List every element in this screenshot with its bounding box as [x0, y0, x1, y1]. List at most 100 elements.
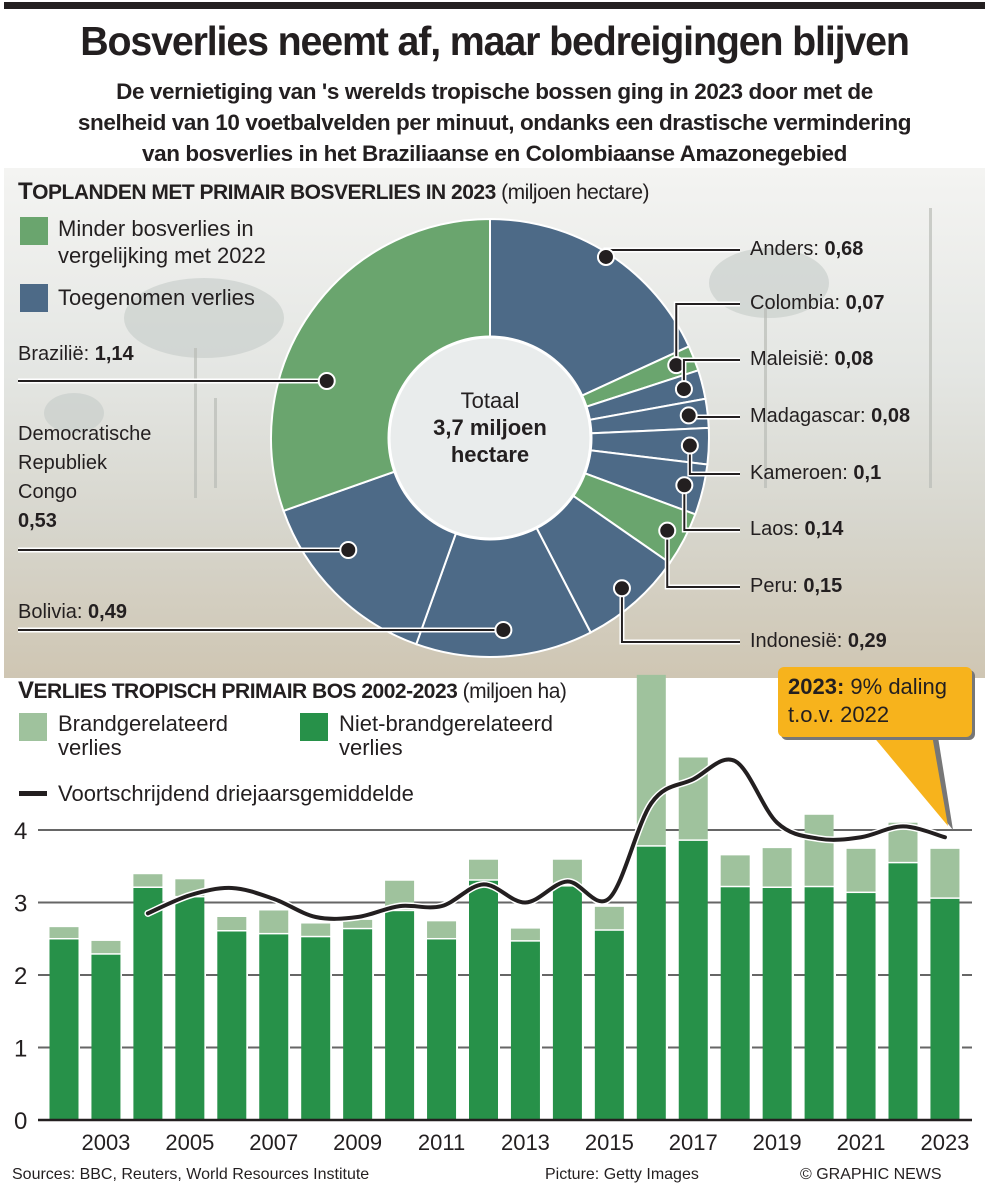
center-line-2: 3,7 miljoen [433, 415, 547, 440]
bar-nonfire-2018 [720, 887, 750, 1120]
legend-line: verlies [339, 735, 403, 760]
leader-dot [675, 476, 694, 495]
bar-nonfire-2004 [133, 888, 163, 1120]
y-tick-label: 3 [14, 891, 27, 918]
leader-dot [658, 521, 677, 540]
center-line-3: hectare [450, 442, 530, 467]
bar-nonfire-2015 [594, 930, 624, 1120]
legend-swatch-decrease [20, 217, 48, 245]
leader-line [666, 530, 740, 588]
footer-picture: Picture: Getty Images [545, 1166, 699, 1183]
pie-label-name: Brazilië: [18, 343, 95, 365]
bar-nonfire-2019 [762, 888, 792, 1120]
pie-label: Madagascar: 0,08 [750, 405, 910, 428]
legend-swatch-fire [19, 713, 47, 741]
leader-dot [317, 372, 336, 390]
pie-label-value: 1,14 [94, 343, 134, 365]
title-cap: V [18, 677, 34, 704]
x-tick-label: 2021 [837, 1130, 886, 1155]
footer-sources: Sources: BBC, Reuters, World Resources I… [12, 1166, 370, 1183]
leader-dot [339, 541, 358, 559]
bar-nonfire-2003 [91, 954, 121, 1120]
pie-slice-8 [414, 435, 592, 658]
pie-label-value: 0,68 [824, 238, 864, 260]
leader-dot [680, 436, 699, 455]
leader-dot [494, 621, 513, 639]
bar-fire-2006 [217, 917, 247, 930]
pie-label: Laos: 0,14 [750, 518, 843, 541]
x-tick-label: 2013 [501, 1130, 550, 1155]
pie-label-name: Laos: [750, 518, 805, 540]
bar-fire-2008 [301, 923, 331, 936]
bar-fire-2003 [91, 940, 121, 954]
bar-fire-2023 [930, 848, 960, 898]
legend-increase: Toegenomen verlies [58, 285, 255, 310]
y-tick-label: 2 [14, 963, 27, 990]
legend-swatch-increase [20, 284, 48, 312]
pie-label-name: Anders: [750, 238, 825, 260]
x-tick-label: 2023 [920, 1130, 969, 1155]
pie-label: Kameroen: 0,1 [750, 462, 881, 485]
pie-label-name: Indonesië: [750, 630, 848, 652]
x-tick-label: 2011 [418, 1130, 465, 1155]
bar-nonfire-2008 [301, 937, 331, 1120]
leader-line [688, 445, 740, 475]
bar-nonfire-2012 [469, 880, 498, 1120]
bar-nonfire-2023 [930, 898, 960, 1120]
callout-text: 9% daling [850, 674, 948, 699]
legend-line: Minder bosverlies in [58, 216, 254, 241]
y-tick-label: 1 [14, 1036, 27, 1063]
x-tick-label: 2017 [669, 1130, 718, 1155]
bar-nonfire-2002 [49, 939, 79, 1120]
bar-nonfire-2022 [888, 863, 918, 1120]
title-cap: T [18, 178, 33, 205]
bar-nonfire-2020 [804, 887, 834, 1120]
pie-label: Colombia: 0,07 [750, 292, 885, 315]
bar-fire-2018 [720, 855, 750, 886]
y-tick-label: 0 [14, 1108, 27, 1135]
pie-unit: (miljoen hectare) [501, 181, 650, 204]
leader-dot [596, 247, 615, 266]
bar-nonfire-2013 [510, 941, 540, 1120]
pie-label: Democratische Republiek Congo 0,53 [18, 420, 151, 536]
bar-fire-2009 [343, 919, 373, 928]
leader-dot [679, 406, 698, 425]
bar-nonfire-2006 [217, 931, 247, 1120]
leader-dot [612, 579, 631, 598]
subtitle-line: De vernietiging van 's werelds tropische… [116, 79, 873, 104]
legend-line: Niet-brandgerelateerd [339, 711, 554, 736]
pie-label: Peru: 0,15 [750, 575, 842, 598]
pie-label-name: Democratische [18, 423, 152, 445]
leader-dot [674, 380, 693, 399]
center-line-1: Totaal [460, 388, 520, 413]
pie-label-value: 0,1 [853, 462, 882, 484]
pie-label: Maleisië: 0,08 [750, 348, 873, 371]
pie-label-name: Peru: [750, 575, 804, 597]
subtitle-line: van bosverlies in het Braziliaanse en Co… [141, 141, 848, 166]
pie-label: Bolivia: 0,49 [18, 598, 127, 627]
y-tick-label: 4 [14, 818, 27, 845]
pie-label: Indonesië: 0,29 [750, 630, 887, 653]
pie-label-value: 0,14 [804, 518, 844, 540]
title-rest: OPLANDEN MET PRIMAIR BOSVERLIES IN 2023 [32, 181, 496, 204]
bar-nonfire-2010 [385, 911, 415, 1120]
bar-fire-2011 [427, 921, 457, 938]
legend-fire: Brandgerelateerd verlies [58, 712, 228, 760]
annotation-callout: 2023: 9% daling t.o.v. 2022 [778, 667, 972, 737]
x-tick-label: 2019 [753, 1130, 802, 1155]
bar-nonfire-2011 [427, 939, 457, 1120]
bar-nonfire-2017 [678, 840, 708, 1120]
legend-nonfire: Niet-brandgerelateerd verlies [339, 712, 553, 760]
title-rest: ERLIES TROPISCH PRIMAIR BOS 2002-2023 [33, 680, 458, 703]
bar-fire-2020 [804, 814, 834, 886]
pie-label-value: 0,29 [847, 630, 887, 652]
legend-swatch-nonfire [300, 713, 328, 741]
pie-label-value: 0,08 [871, 405, 911, 427]
leader-line [682, 359, 740, 390]
pie-label-value: 0,53 [18, 510, 57, 532]
bar-fire-2004 [133, 874, 163, 887]
pie-label: Anders: 0,68 [750, 238, 863, 261]
bar-unit: (miljoen ha) [462, 680, 567, 703]
pie-section-title: TOPLANDEN MET PRIMAIR BOSVERLIES IN 2023… [18, 178, 650, 206]
bar-nonfire-2016 [636, 846, 666, 1120]
